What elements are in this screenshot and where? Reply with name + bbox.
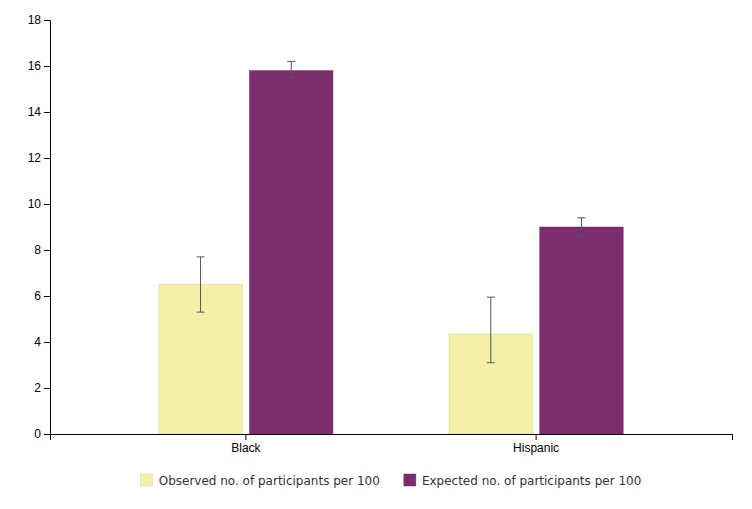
error-bar [197,257,205,312]
error-bar-stem [200,257,201,312]
y-tick-mark [44,296,50,297]
legend-item: Observed no. of participants per 100 [141,474,380,488]
legend-label: Observed no. of participants per 100 [159,474,380,488]
y-tick-mark [44,66,50,67]
x-tick-label: Hispanic [513,441,559,455]
legend: Observed no. of participants per 100 Expe… [141,474,642,488]
error-bar-cap [287,77,295,78]
y-tick-mark [44,158,50,159]
x-axis: Black Hispanic [51,434,733,455]
y-tick: 18 [28,13,50,27]
y-tick-label: 8 [34,243,41,257]
y-tick-mark [44,342,50,343]
error-bar-cap [197,256,205,257]
y-tick-mark [44,434,50,435]
y-tick-label: 2 [34,381,41,395]
error-bar-cap [577,217,585,218]
error-bar-cap [287,61,295,62]
y-tick: 4 [34,335,50,349]
legend-swatch [404,474,416,486]
bar [540,227,623,434]
y-tick: 10 [28,197,50,211]
error-bar-stem [581,218,582,236]
legend-label: Expected no. of participants per 100 [422,474,641,488]
y-tick-mark [44,250,50,251]
error-bar-cap [487,362,495,363]
y-axis: 0 2 4 6 8 10 12 14 16 18 [28,13,51,441]
y-tick-label: 10 [28,197,42,211]
plot: 0 2 4 6 8 10 12 14 16 18 Black Hispanic [28,13,733,454]
y-tick-label: 4 [34,335,41,349]
y-tick-mark [44,388,50,389]
y-tick-mark [44,204,50,205]
y-tick-label: 18 [28,13,42,27]
chart: 0 2 4 6 8 10 12 14 16 18 Black Hispanic Observed no.… [0,0,752,509]
x-tick-label: Black [231,441,261,455]
legend-item: Expected no. of participants per 100 [404,474,641,488]
x-tick-mark [536,434,537,440]
error-bar [577,218,585,236]
y-tick: 0 [34,427,50,441]
error-bar-stem [490,297,491,363]
y-tick: 2 [34,381,50,395]
series [159,257,533,434]
legend-swatch [141,474,153,486]
y-tick: 8 [34,243,50,257]
y-tick-label: 16 [28,59,42,73]
series [250,61,624,434]
y-tick: 14 [28,105,50,119]
error-bar-cap [487,297,495,298]
x-tick: Black [231,434,261,455]
x-tick: Hispanic [513,434,559,455]
y-tick: 12 [28,151,50,165]
error-bar [487,297,495,363]
marks [159,61,623,434]
x-tick-mark [245,434,246,440]
error-bar-cap [197,312,205,313]
y-tick-label: 6 [34,289,41,303]
error-bar-cap [577,236,585,237]
y-tick-mark [44,20,50,21]
y-tick: 16 [28,59,50,73]
y-axis-line [44,21,51,435]
bar [250,71,333,434]
y-tick: 6 [34,289,50,303]
y-tick-label: 14 [28,105,42,119]
y-tick-label: 12 [28,151,42,165]
y-tick-mark [44,112,50,113]
x-axis-line [51,435,733,441]
error-bar-stem [291,61,292,77]
error-bar [287,61,295,77]
y-tick-label: 0 [34,427,41,441]
